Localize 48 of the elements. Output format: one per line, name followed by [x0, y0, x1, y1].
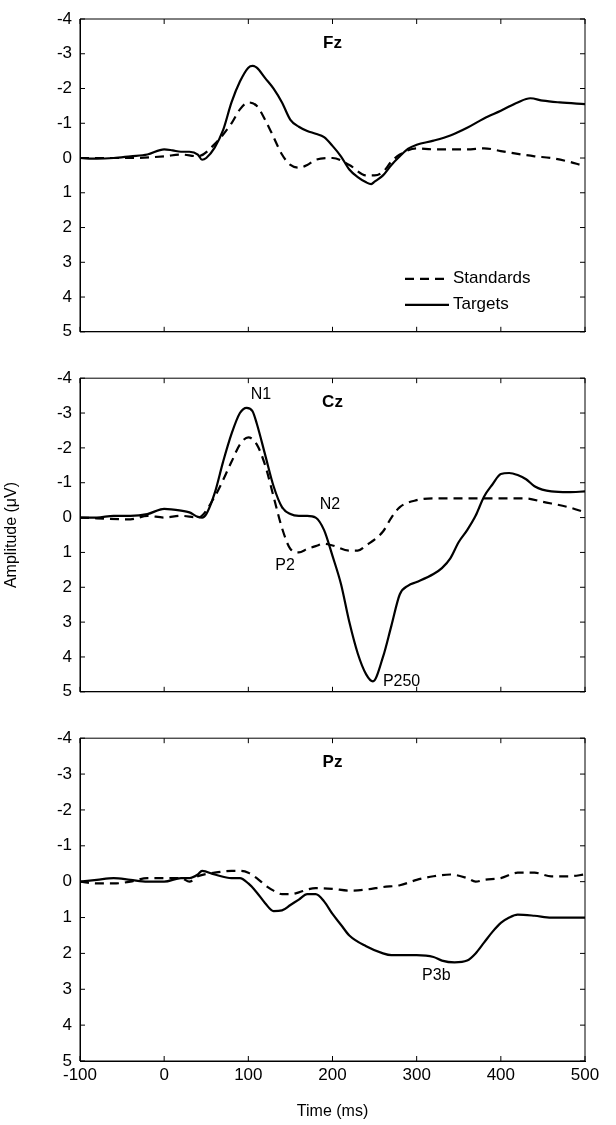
y-tick-label: 4 [62, 646, 72, 666]
x-tick-label: 200 [318, 1064, 347, 1084]
y-tick-label: 3 [62, 611, 72, 631]
text: Cz [322, 391, 343, 411]
y-tick-label: -3 [56, 43, 72, 63]
y-tick-label: 5 [62, 321, 72, 341]
x-tick-label: 100 [234, 1064, 263, 1084]
x-tick-label: 500 [570, 1064, 600, 1084]
text: Fz [323, 32, 342, 52]
y-tick-label: 3 [62, 978, 72, 998]
x-tick-label: 0 [159, 1064, 169, 1084]
y-axis-title: Amplitude (μV) [2, 481, 20, 589]
x-tick-label: 400 [486, 1064, 516, 1084]
y-tick-label: 2 [62, 943, 72, 963]
text: Pz [322, 751, 343, 771]
annotation: N1 [250, 385, 272, 403]
x-axis-title: Time (ms) [296, 1101, 369, 1119]
y-tick-label: 5 [62, 1050, 72, 1070]
y-tick-label: 3 [62, 251, 72, 271]
y-tick-label: -1 [56, 835, 72, 855]
y-tick-label: -2 [56, 799, 72, 819]
y-tick-label: -1 [56, 472, 72, 492]
y-tick-label: 4 [62, 1014, 72, 1034]
y-tick-label: 0 [62, 507, 72, 527]
annotation: N2 [319, 494, 341, 512]
y-tick-label: -3 [56, 763, 72, 783]
annotation: P3b [422, 965, 451, 983]
y-tick-label: 1 [62, 907, 72, 927]
y-tick-label: -1 [56, 112, 72, 132]
y-tick-label: -2 [56, 78, 72, 98]
legend-label: Targets [453, 294, 509, 314]
y-tick-label: -4 [56, 367, 72, 387]
x-tick-label: 300 [402, 1064, 431, 1084]
y-tick-label: 1 [62, 542, 72, 562]
y-tick-label: -2 [56, 437, 72, 457]
y-tick-label: 2 [62, 217, 72, 237]
y-tick-label: 0 [62, 871, 72, 891]
y-tick-label: -3 [56, 402, 72, 422]
legend-label: Standards [453, 268, 531, 288]
y-tick-label: 4 [62, 286, 72, 306]
y-tick-label: 2 [62, 576, 72, 596]
y-tick-label: -4 [56, 727, 72, 747]
annotation: P250 [382, 671, 421, 689]
y-tick-label: 5 [62, 681, 72, 701]
y-tick-label: 1 [62, 182, 72, 202]
annotation: P2 [275, 555, 295, 573]
y-tick-label: -4 [56, 8, 72, 28]
y-tick-label: 0 [62, 147, 72, 167]
